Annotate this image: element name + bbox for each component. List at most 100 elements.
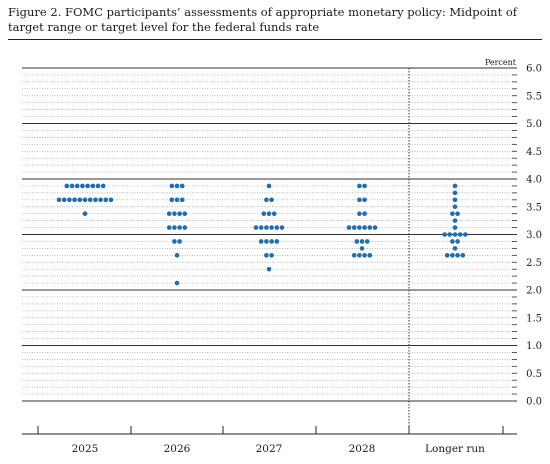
dot bbox=[274, 239, 280, 244]
dot bbox=[367, 253, 373, 258]
y-tick-label: 3.5 bbox=[526, 202, 542, 213]
x-category-label: 2027 bbox=[256, 443, 283, 455]
dot bbox=[357, 225, 362, 230]
dot bbox=[271, 211, 277, 216]
x-category-label: 2028 bbox=[349, 443, 376, 455]
dot bbox=[269, 197, 274, 203]
dot bbox=[269, 239, 274, 244]
dot bbox=[172, 225, 177, 230]
dot bbox=[177, 239, 182, 244]
dot bbox=[264, 197, 269, 203]
y-tick-label: 0.5 bbox=[526, 369, 542, 380]
dot bbox=[98, 197, 103, 203]
dot bbox=[442, 232, 447, 237]
dot bbox=[179, 183, 185, 189]
y-tick-label: 5.0 bbox=[526, 119, 542, 130]
dot bbox=[74, 183, 80, 189]
dot bbox=[85, 183, 90, 189]
dot bbox=[351, 225, 357, 230]
dot bbox=[274, 225, 280, 230]
dot bbox=[452, 218, 458, 223]
x-axis bbox=[22, 68, 517, 435]
dot bbox=[166, 225, 172, 230]
dot bbox=[90, 183, 96, 189]
dot bbox=[77, 197, 83, 203]
dot bbox=[457, 232, 463, 237]
dot bbox=[346, 225, 352, 230]
dot bbox=[253, 225, 259, 230]
dot bbox=[174, 280, 180, 286]
y-tick-label: 3.0 bbox=[526, 230, 542, 241]
dot bbox=[95, 183, 101, 189]
dot bbox=[279, 225, 285, 230]
dot bbox=[455, 253, 460, 258]
dot bbox=[452, 246, 458, 251]
dot bbox=[258, 225, 264, 230]
dot bbox=[452, 232, 458, 237]
dot bbox=[174, 253, 180, 258]
dot bbox=[269, 253, 274, 258]
dot bbox=[450, 239, 455, 244]
dot bbox=[93, 197, 98, 203]
y-tick-label: 4.5 bbox=[526, 147, 542, 158]
dot bbox=[362, 183, 367, 189]
dot bbox=[357, 253, 362, 258]
unit-label: Percent bbox=[485, 58, 517, 67]
dot bbox=[82, 211, 88, 216]
x-category-label: Longer run bbox=[425, 443, 485, 455]
y-tick-label: 1.0 bbox=[526, 341, 542, 352]
dot bbox=[174, 197, 180, 203]
dot bbox=[108, 197, 114, 203]
dot bbox=[359, 239, 365, 244]
y-tick-label: 2.0 bbox=[526, 286, 542, 297]
dot bbox=[447, 232, 453, 237]
dot bbox=[452, 197, 458, 203]
dot bbox=[452, 204, 458, 210]
dot bbox=[177, 225, 182, 230]
y-tick-label: 5.5 bbox=[526, 91, 542, 102]
dot bbox=[354, 239, 360, 244]
x-category-label: 2026 bbox=[164, 443, 191, 455]
dot bbox=[174, 183, 180, 189]
gridlines bbox=[22, 67, 517, 402]
y-tick-label: 6.0 bbox=[526, 64, 542, 75]
dot bbox=[362, 197, 367, 203]
dot bbox=[266, 266, 272, 272]
dot bbox=[264, 225, 269, 230]
dot bbox=[455, 211, 460, 216]
dot bbox=[169, 183, 175, 189]
dot bbox=[100, 183, 106, 189]
dot bbox=[463, 232, 468, 237]
dot bbox=[362, 225, 367, 230]
dot bbox=[452, 190, 458, 196]
dot bbox=[351, 253, 357, 258]
dot bbox=[166, 211, 172, 216]
dot bbox=[69, 183, 75, 189]
dot bbox=[359, 246, 365, 251]
y-tick-label: 4.0 bbox=[526, 175, 542, 186]
dot bbox=[357, 183, 362, 189]
title-rule bbox=[8, 39, 542, 40]
y-tick-label: 0.0 bbox=[526, 397, 542, 408]
dot bbox=[357, 197, 362, 203]
dot bbox=[172, 239, 177, 244]
dot bbox=[364, 239, 370, 244]
dots bbox=[56, 183, 468, 286]
dot bbox=[87, 197, 93, 203]
dot bbox=[72, 197, 77, 203]
dot bbox=[182, 225, 188, 230]
dot bbox=[61, 197, 67, 203]
dot bbox=[103, 197, 109, 203]
dot bbox=[266, 183, 272, 189]
dot bbox=[80, 183, 85, 189]
dot bbox=[264, 253, 269, 258]
dot bbox=[64, 183, 70, 189]
dot bbox=[455, 239, 460, 244]
dot bbox=[67, 197, 72, 203]
chart-title: Figure 2. FOMC participants’ assessments… bbox=[8, 5, 518, 34]
y-tick-labels: 6.0 5.5 5.0 4.5 4.0 3.5 3.0 2.5 2.0 1.5 1.0 0.5 0.0 bbox=[526, 64, 542, 408]
dot bbox=[261, 211, 267, 216]
dot bbox=[444, 253, 450, 258]
dot bbox=[179, 197, 185, 203]
